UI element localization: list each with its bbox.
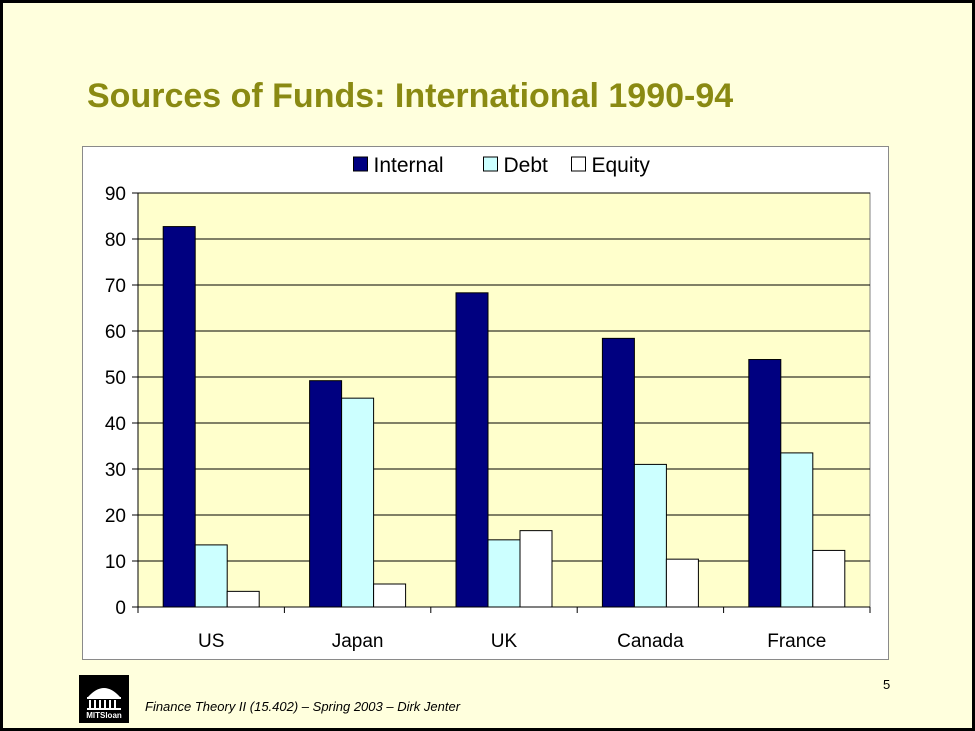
bar-internal-france (748, 359, 782, 608)
bar-equity-japan (373, 583, 407, 608)
bar-internal-uk (455, 292, 489, 608)
plot-area (137, 192, 871, 608)
bar-debt-us (194, 544, 228, 608)
bar-internal-canada (601, 337, 635, 608)
bar-internal-japan (309, 380, 343, 608)
x-tick-label: France (767, 631, 826, 652)
bar-equity-france (812, 549, 846, 608)
x-tick-label: Canada (617, 631, 684, 652)
bar-equity-canada (665, 558, 699, 608)
y-tick-label: 0 (115, 598, 126, 619)
page-number: 5 (883, 677, 891, 692)
y-tick-label: 90 (105, 184, 126, 205)
x-tick-label: US (198, 631, 224, 652)
y-tick-label: 40 (105, 414, 126, 435)
legend-label-internal: Internal (374, 154, 444, 177)
bar-debt-canada (633, 463, 667, 608)
bar-debt-japan (341, 397, 375, 608)
bar-debt-france (780, 452, 814, 608)
y-tick-label: 50 (105, 368, 126, 389)
legend-swatch-debt (483, 156, 498, 172)
bar-debt-uk (487, 539, 521, 608)
footer-text: Finance Theory II (15.402) – Spring 2003… (145, 699, 461, 714)
dome-icon (87, 688, 121, 710)
y-tick-label: 70 (105, 276, 126, 297)
legend-label-equity: Equity (592, 154, 651, 177)
legend-swatch-internal (353, 156, 368, 172)
bar-equity-us (226, 590, 260, 608)
slide-title: Sources of Funds: International 1990-94 (87, 77, 734, 115)
x-tick-label: UK (491, 631, 518, 652)
bar-equity-uk (519, 530, 553, 608)
y-tick-label: 60 (105, 322, 126, 343)
y-tick-label: 80 (105, 230, 126, 251)
y-tick-label: 10 (105, 552, 126, 573)
chart-container: 0 10 20 30 40 50 60 70 80 90 US Japan UK Canada France… (82, 146, 889, 660)
legend-swatch-equity (571, 156, 586, 172)
y-tick-label: 20 (105, 506, 126, 527)
bar-internal-us (162, 226, 196, 608)
bar-chart: 0 10 20 30 40 50 60 70 80 90 US Japan UK Canada France… (105, 154, 871, 652)
x-tick-label: Japan (332, 631, 384, 652)
y-tick-label: 30 (105, 460, 126, 481)
logo-text: MITSloan (86, 711, 122, 720)
legend-label-debt: Debt (504, 154, 549, 177)
mit-sloan-logo: MITSloan (79, 675, 129, 723)
